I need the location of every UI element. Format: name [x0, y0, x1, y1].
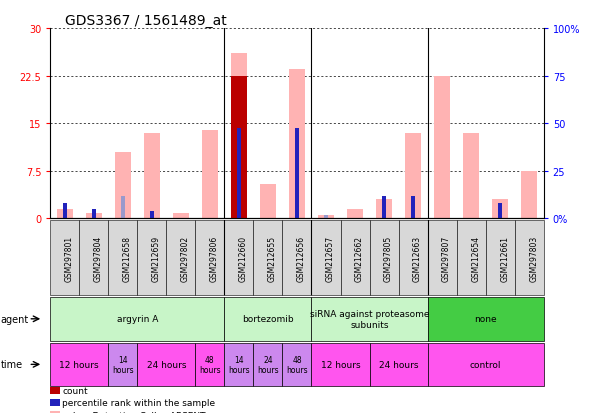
Bar — [231, 76, 247, 219]
Text: siRNA against proteasome
subunits: siRNA against proteasome subunits — [310, 309, 429, 329]
Bar — [498, 203, 502, 219]
Bar — [196, 343, 225, 386]
Text: 12 hours: 12 hours — [60, 360, 99, 369]
Bar — [340, 221, 369, 295]
Text: count: count — [62, 386, 87, 395]
Bar — [515, 221, 544, 295]
Bar — [50, 221, 79, 295]
Bar — [137, 221, 166, 295]
Text: GSM212661: GSM212661 — [500, 235, 509, 281]
Bar — [260, 184, 276, 219]
Bar — [411, 197, 415, 219]
Bar — [463, 133, 479, 219]
Bar — [311, 343, 369, 386]
Text: 12 hours: 12 hours — [321, 360, 361, 369]
Bar — [144, 133, 160, 219]
Text: 24 hours: 24 hours — [147, 360, 186, 369]
Text: 14
hours: 14 hours — [228, 355, 250, 374]
Bar — [121, 197, 125, 219]
Bar — [369, 221, 398, 295]
Text: 24 hours: 24 hours — [379, 360, 418, 369]
Bar — [324, 216, 328, 219]
Bar — [231, 54, 247, 219]
Bar — [254, 221, 282, 295]
Bar — [173, 214, 189, 219]
Bar — [225, 221, 254, 295]
Text: GSM297804: GSM297804 — [94, 235, 103, 281]
Bar — [382, 197, 387, 219]
Text: 48
hours: 48 hours — [199, 355, 220, 374]
Bar — [282, 343, 311, 386]
Bar — [92, 209, 96, 219]
Bar — [492, 200, 508, 219]
Bar — [202, 130, 218, 219]
Bar — [50, 297, 225, 341]
Bar — [79, 221, 108, 295]
Bar — [428, 221, 457, 295]
Bar — [289, 70, 305, 219]
Bar — [398, 221, 428, 295]
Text: control: control — [470, 360, 501, 369]
Bar — [428, 343, 544, 386]
Text: GSM212660: GSM212660 — [239, 235, 248, 281]
Text: GSM212659: GSM212659 — [152, 235, 161, 281]
Bar — [428, 297, 544, 341]
Bar — [521, 171, 537, 219]
Bar — [486, 221, 515, 295]
Bar — [86, 214, 102, 219]
Text: 14
hours: 14 hours — [112, 355, 134, 374]
Bar — [115, 152, 131, 219]
Bar — [166, 221, 196, 295]
Bar — [282, 221, 311, 295]
Bar — [318, 216, 334, 219]
Bar — [434, 76, 450, 219]
Text: GSM297801: GSM297801 — [65, 235, 74, 281]
Bar — [225, 343, 254, 386]
Bar — [405, 133, 421, 219]
Text: GSM212663: GSM212663 — [413, 235, 422, 281]
Bar — [137, 343, 196, 386]
Text: GSM212656: GSM212656 — [297, 235, 306, 281]
Bar — [457, 221, 486, 295]
Text: GSM297805: GSM297805 — [384, 235, 393, 281]
Text: none: none — [475, 315, 497, 323]
Bar — [295, 129, 299, 219]
Bar — [50, 343, 108, 386]
Text: GSM212657: GSM212657 — [326, 235, 335, 281]
Bar — [108, 221, 137, 295]
Text: GSM297803: GSM297803 — [529, 235, 538, 281]
Text: percentile rank within the sample: percentile rank within the sample — [62, 398, 215, 407]
Text: argyrin A: argyrin A — [116, 315, 158, 323]
Bar — [108, 343, 137, 386]
Bar — [57, 209, 73, 219]
Text: value, Detection Call = ABSENT: value, Detection Call = ABSENT — [62, 411, 206, 413]
Bar — [369, 343, 428, 386]
Bar — [311, 297, 428, 341]
Text: bortezomib: bortezomib — [242, 315, 294, 323]
Bar — [376, 200, 392, 219]
Bar — [225, 297, 311, 341]
Text: GSM297806: GSM297806 — [210, 235, 219, 281]
Bar — [196, 221, 225, 295]
Text: GSM212654: GSM212654 — [471, 235, 480, 281]
Text: GDS3367 / 1561489_at: GDS3367 / 1561489_at — [65, 14, 227, 28]
Bar — [236, 129, 241, 219]
Text: GSM297807: GSM297807 — [442, 235, 451, 281]
Bar — [63, 203, 67, 219]
Bar — [347, 209, 363, 219]
Text: GSM212658: GSM212658 — [123, 235, 132, 281]
Text: agent: agent — [1, 314, 29, 324]
Text: 24
hours: 24 hours — [257, 355, 279, 374]
Bar — [311, 221, 340, 295]
Text: 48
hours: 48 hours — [286, 355, 308, 374]
Bar — [254, 343, 282, 386]
Text: GSM297802: GSM297802 — [181, 235, 190, 281]
Text: GSM212662: GSM212662 — [355, 235, 364, 281]
Bar — [150, 211, 154, 219]
Text: GSM212655: GSM212655 — [268, 235, 277, 281]
Text: time: time — [1, 359, 22, 370]
